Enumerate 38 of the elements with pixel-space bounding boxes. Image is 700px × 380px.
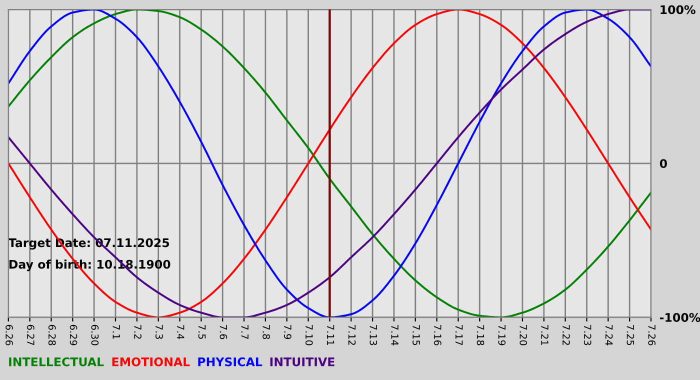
text: EMOTIONAL xyxy=(112,357,190,366)
x-tick-label: 7.22 xyxy=(562,325,570,345)
x-tick-label: 7.11 xyxy=(327,325,334,345)
x-tick-label: 7.24 xyxy=(605,325,613,346)
x-tick-label: 7.25 xyxy=(626,325,634,346)
y-tick-label: 0 xyxy=(660,159,667,168)
x-tick-label: 6.27 xyxy=(27,324,34,346)
x-tick-label: 7.9 xyxy=(284,325,292,340)
x-tick-label: 7.18 xyxy=(476,325,484,346)
x-tick-label: 7.7 xyxy=(241,325,248,339)
x-tick-label: 7.5 xyxy=(198,325,206,339)
y-tick-label: -100% xyxy=(660,313,700,322)
x-tick-label: 7.6 xyxy=(220,325,228,340)
x-tick-label: 7.3 xyxy=(156,325,163,339)
text: INTUITIVE xyxy=(270,358,334,366)
x-tick-label: 7.16 xyxy=(434,325,442,346)
text: INTELLECTUAL xyxy=(9,357,104,366)
y-tick-label: 100% xyxy=(660,5,696,14)
x-tick-label: 7.17 xyxy=(456,325,463,346)
x-tick-label: 7.21 xyxy=(541,325,548,345)
x-tick-label: 7.8 xyxy=(262,325,270,340)
x-tick-label: 7.12 xyxy=(348,325,356,345)
x-tick-label: 6.30 xyxy=(91,324,99,346)
x-tick-label: 7.1 xyxy=(112,325,120,339)
text: PHYSICAL xyxy=(198,357,262,366)
x-tick-label: 7.26 xyxy=(648,325,656,346)
x-tick-label: 7.15 xyxy=(412,325,420,346)
x-tick-label: 7.19 xyxy=(498,325,506,346)
x-tick-label: 6.26 xyxy=(6,324,13,346)
x-tick-label: 7.20 xyxy=(520,325,528,346)
x-tick-label: 6.29 xyxy=(70,324,78,346)
x-tick-label: 7.23 xyxy=(584,325,592,346)
x-tick-label: 7.14 xyxy=(391,325,398,346)
x-tick-label: 7.13 xyxy=(370,325,378,346)
x-tick-label: 6.28 xyxy=(48,324,56,346)
x-tick-label: 7.4 xyxy=(177,325,184,340)
x-tick-label: 7.10 xyxy=(305,325,313,346)
x-tick-label: 7.2 xyxy=(134,325,142,339)
